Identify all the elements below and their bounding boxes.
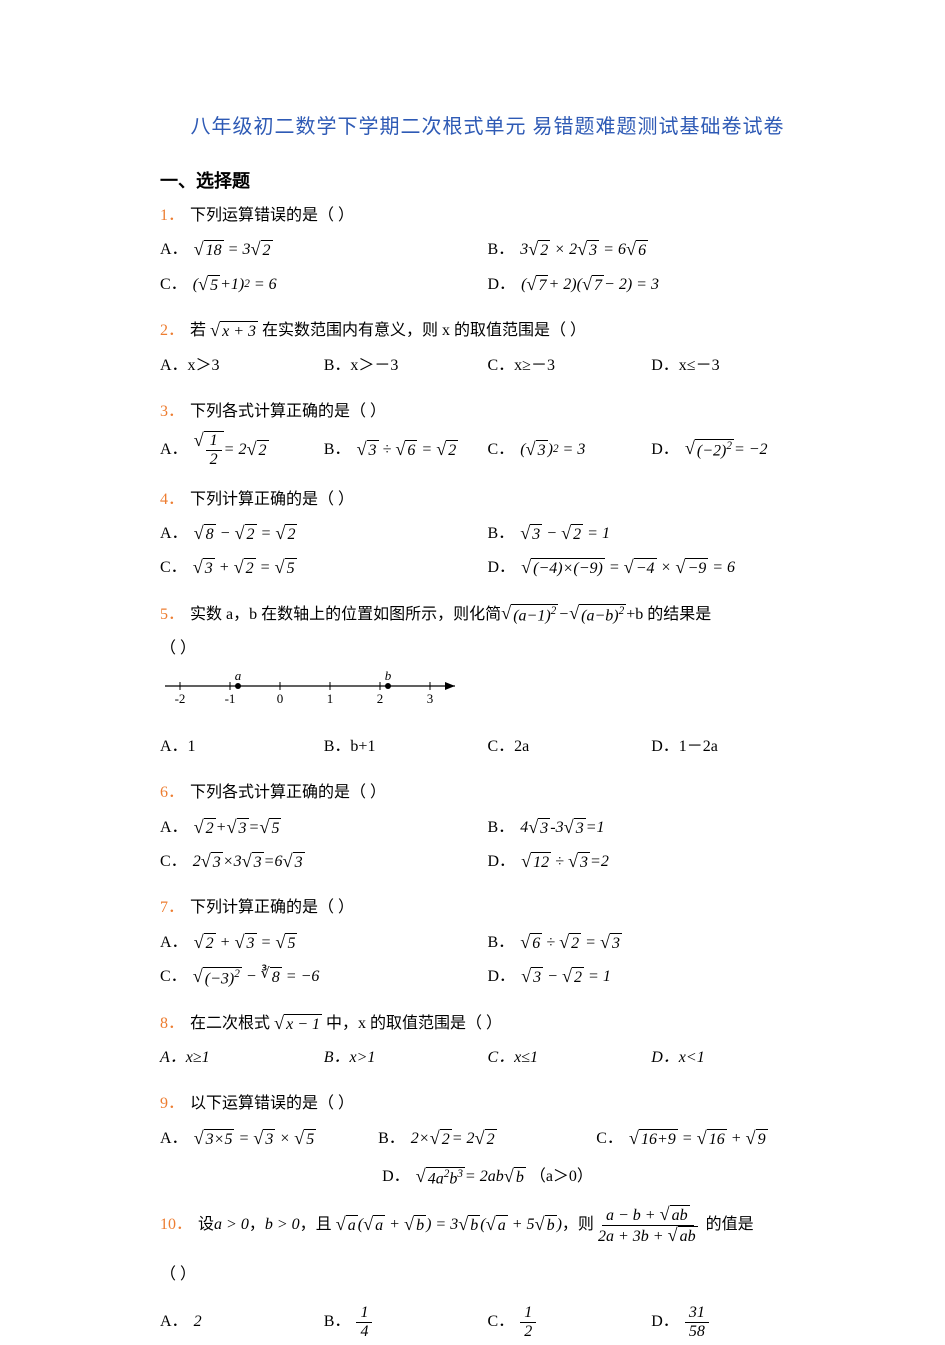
question-8: 8． 在二次根式 √x − 1 中，x 的取值范围是（ ） A．x≥1 B．x>… [160, 1009, 815, 1078]
q9-option-B: B． 2× √2 = 2 √2 [378, 1124, 596, 1154]
q9-option-C: C． √16+9 = √16 + √9 [596, 1124, 814, 1154]
question-10: 10． 设 a > 0 ， b > 0 ，且 √a ( √a + √b ) = … [160, 1205, 815, 1345]
q7-option-B: B． √6 ÷ √2 = √3 [488, 928, 816, 958]
q8-option-B: B．x>1 [324, 1043, 488, 1073]
q5-option-B: B．b+1 [324, 732, 488, 762]
q4-number: 4． [160, 485, 184, 515]
svg-text:1: 1 [327, 691, 334, 706]
q10-paren: （ ） [160, 1260, 815, 1290]
svg-text:0: 0 [277, 691, 284, 706]
q9-option-D: D． √4a2b3 = 2ab √b （a＞0） [160, 1162, 815, 1192]
q10-option-B: B． 14 [324, 1304, 488, 1340]
q2-number: 2． [160, 316, 184, 346]
q2-option-A: A．x＞3 [160, 351, 324, 381]
question-5: 5． 实数 a，b 在数轴上的位置如图所示，则化简 √(a−1)2 − √(a−… [160, 600, 815, 767]
q10-option-A: A． 2 [160, 1304, 324, 1340]
q7-option-D: D． √3 − √2 = 1 [488, 962, 816, 992]
q1-option-C: C． ( √5 +1 )2 = 6 [160, 270, 488, 300]
q8-option-D: D．x<1 [651, 1043, 815, 1073]
question-1: 1． 下列运算错误的是（ ） A． √18 = 3 √2 B． 3 √2 × 2… [160, 201, 815, 304]
q3-option-A: A． √ 12 = 2 √2 [160, 431, 324, 468]
q3-option-C: C． ( √3 )2 = 3 [488, 431, 652, 468]
svg-text:-1: -1 [225, 691, 236, 706]
q7-option-C: C． √(−3)2 − ∛8 = −6 [160, 962, 488, 992]
question-4: 4． 下列计算正确的是（ ） A． √8 − √2 = √2 B． √3 − √… [160, 485, 815, 588]
q4-option-B: B． √3 − √2 = 1 [488, 519, 816, 549]
q10-option-C: C． 12 [488, 1304, 652, 1340]
q9-option-A: A． √3×5 = √3 × √5 [160, 1124, 378, 1154]
q2-option-B: B．x＞－3 [324, 351, 488, 381]
q10-number: 10． [160, 1210, 192, 1240]
q1-number: 1． [160, 201, 184, 231]
q3-number: 3． [160, 397, 184, 427]
q3-option-D: D． √(−2)2 = −2 [651, 431, 815, 468]
q8-option-C: C．x≤1 [488, 1043, 652, 1073]
q10-option-D: D． 3158 [651, 1304, 815, 1340]
q6-option-A: A． √2 + √3 = √5 [160, 813, 488, 843]
q6-option-D: D． √12 ÷ √3 =2 [488, 847, 816, 877]
question-6: 6． 下列各式计算正确的是（ ） A． √2 + √3 = √5 B． 4 √3… [160, 778, 815, 881]
q5-option-D: D．1－2a [651, 732, 815, 762]
svg-text:2: 2 [377, 691, 384, 706]
q2-option-D: D．x≤－3 [651, 351, 815, 381]
question-3: 3． 下列各式计算正确的是（ ） A． √ 12 = 2 √2 B． √3 ÷ … [160, 397, 815, 473]
q4-option-D: D． √(−4)×(−9) = √−4 × √−9 = 6 [488, 553, 816, 583]
q7-number: 7． [160, 893, 184, 923]
q8-number: 8． [160, 1009, 184, 1039]
svg-text:a: a [235, 670, 242, 683]
q5-number: 5． [160, 600, 184, 630]
q5-paren: （ ） [160, 634, 815, 664]
q5-option-A: A．1 [160, 732, 324, 762]
number-line-figure: a b -2 -1 0 1 2 3 [160, 670, 470, 710]
page-title: 八年级初二数学下学期二次根式单元 易错题难题测试基础卷试卷 [160, 110, 815, 139]
question-2: 2． 若 √x + 3 在实数范围内有意义，则 x 的取值范围是（ ） A．x＞… [160, 316, 815, 385]
section-header: 一、选择题 [160, 167, 815, 193]
question-7: 7． 下列计算正确的是（ ） A． √2 + √3 = √5 B． √6 ÷ √… [160, 893, 815, 996]
q9-number: 9． [160, 1089, 184, 1119]
q6-number: 6． [160, 778, 184, 808]
q4-option-A: A． √8 − √2 = √2 [160, 519, 488, 549]
q2-option-C: C．x≥－3 [488, 351, 652, 381]
q6-option-C: C． 2 √3 ×3 √3 =6 √3 [160, 847, 488, 877]
q1-option-D: D． ( √7 + 2 )( √7 − 2 ) = 3 [488, 270, 816, 300]
q1-option-B: B． 3 √2 × 2 √3 = 6 √6 [488, 235, 816, 265]
q7-option-A: A． √2 + √3 = √5 [160, 928, 488, 958]
svg-text:b: b [385, 670, 392, 683]
q6-option-B: B． 4 √3 -3 √3 =1 [488, 813, 816, 843]
svg-text:-2: -2 [175, 691, 186, 706]
q3-option-B: B． √3 ÷ √6 = √2 [324, 431, 488, 468]
question-9: 9． 以下运算错误的是（ ） A． √3×5 = √3 × √5 B． 2× √… [160, 1089, 815, 1192]
q5-option-C: C．2a [488, 732, 652, 762]
q1-stem: 下列运算错误的是（ ） [190, 201, 354, 231]
q4-option-C: C． √3 + √2 = √5 [160, 553, 488, 583]
svg-text:3: 3 [427, 691, 434, 706]
q8-option-A: A．x≥1 [160, 1043, 324, 1073]
q1-option-A: A． √18 = 3 √2 [160, 235, 488, 265]
